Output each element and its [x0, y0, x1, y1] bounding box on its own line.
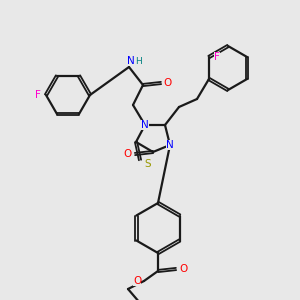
Text: O: O — [133, 276, 141, 286]
Text: N: N — [127, 56, 135, 66]
Text: F: F — [214, 52, 220, 62]
Text: O: O — [124, 149, 132, 159]
Text: S: S — [145, 159, 151, 169]
Text: O: O — [164, 78, 172, 88]
Text: H: H — [135, 56, 141, 65]
Text: O: O — [179, 264, 187, 274]
Text: N: N — [141, 120, 149, 130]
Text: F: F — [35, 90, 41, 100]
Text: N: N — [166, 140, 174, 150]
